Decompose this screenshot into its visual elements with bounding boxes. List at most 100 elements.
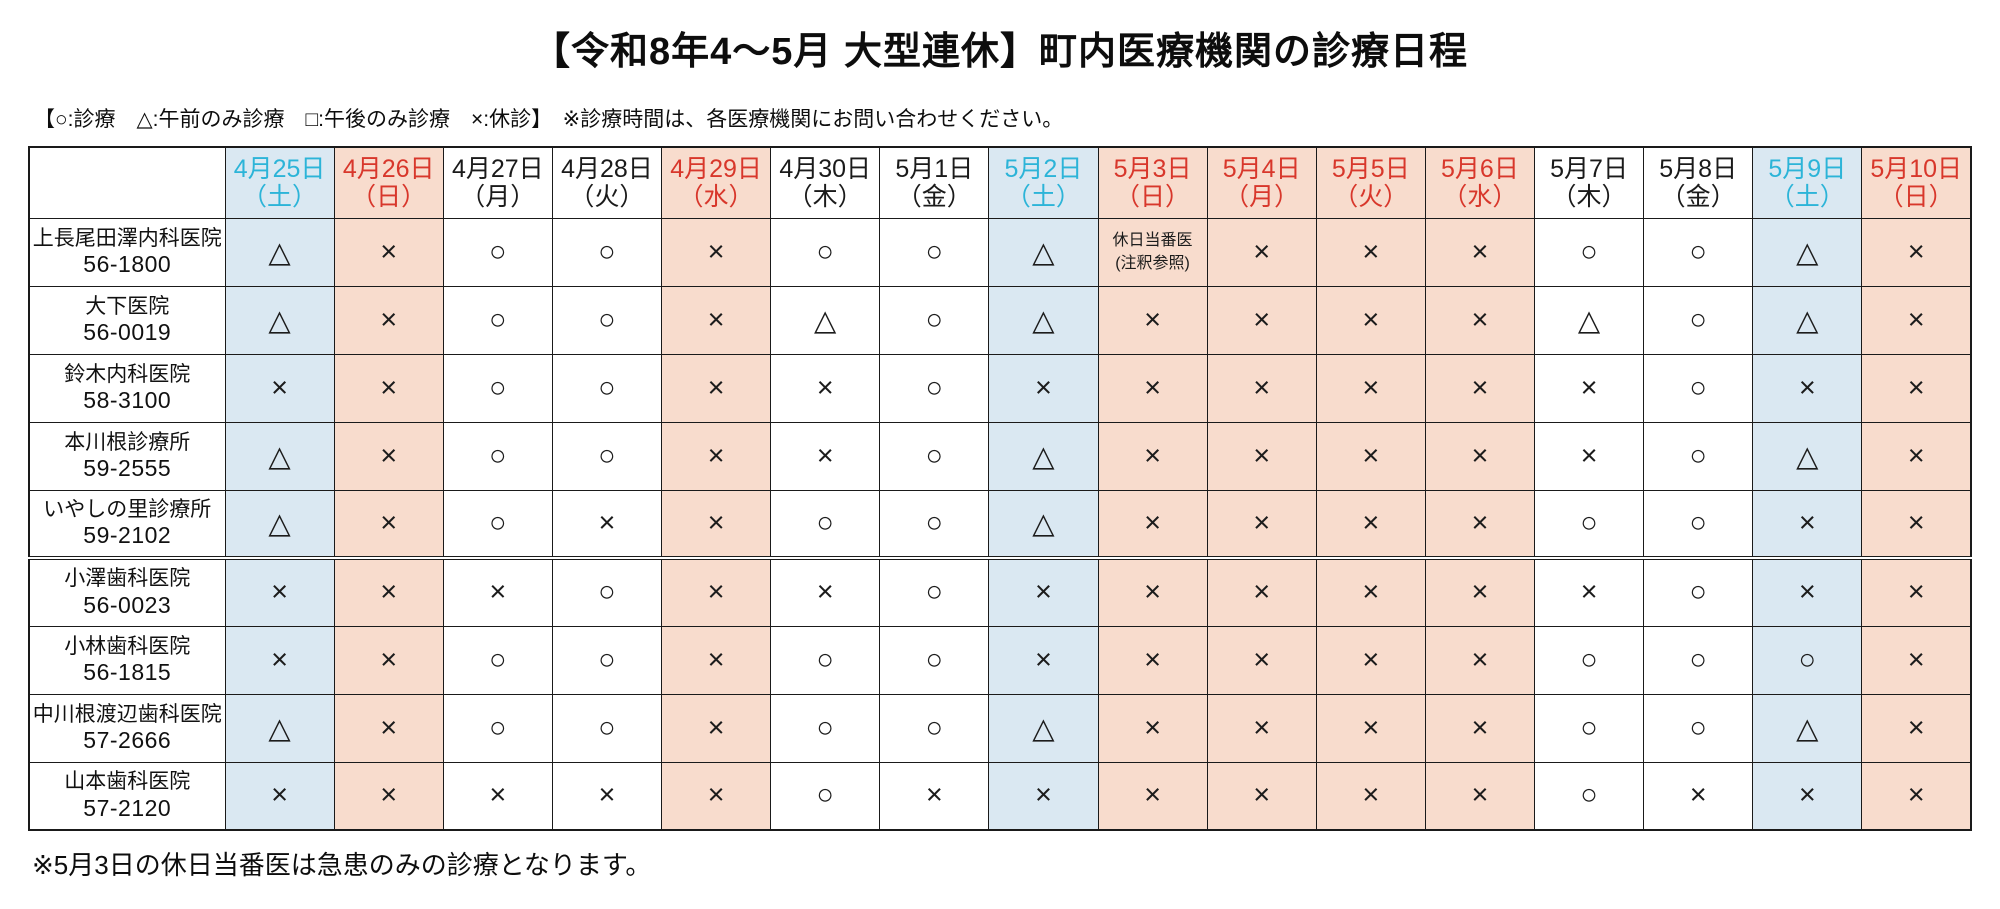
clinic-phone: 57-2120 bbox=[83, 794, 172, 821]
date-label: 5月6日 bbox=[1441, 154, 1519, 183]
schedule-cell: ○ bbox=[770, 625, 881, 695]
clinic-name-cell: いやしの里診療所 59-2102 bbox=[28, 489, 226, 559]
schedule-cell: × bbox=[1424, 217, 1536, 287]
schedule-cell: × bbox=[1206, 693, 1317, 763]
schedule-cell: × bbox=[1097, 285, 1208, 355]
schedule-cell: × bbox=[1861, 353, 1972, 423]
clinic-row: 小林歯科医院 56-1815 × × ○ ○ × ○ ○ × × × × × ○ ○ ○ × bbox=[28, 625, 1972, 695]
clinic-name: 上長尾田澤内科医院 bbox=[32, 226, 222, 250]
weekday-label: （火） bbox=[1333, 182, 1409, 211]
schedule-cell: × bbox=[1861, 421, 1972, 491]
schedule-cell: × bbox=[1424, 285, 1536, 355]
clinic-name-cell: 上長尾田澤内科医院 56-1800 bbox=[28, 217, 226, 287]
date-header-3: 4月27日 （月） bbox=[442, 146, 553, 219]
weekday-label: （木） bbox=[1551, 182, 1627, 211]
date-label: 4月26日 bbox=[342, 154, 435, 183]
schedule-cell: × bbox=[1861, 693, 1972, 763]
date-header-12: 5月6日 （水） bbox=[1424, 146, 1536, 219]
date-header-14: 5月8日 （金） bbox=[1643, 146, 1754, 219]
schedule-cell: × bbox=[1861, 217, 1972, 287]
schedule-cell: × bbox=[1097, 353, 1208, 423]
schedule-cell: × bbox=[1206, 489, 1317, 559]
corner-cell bbox=[28, 146, 226, 219]
schedule-cell: × bbox=[1424, 761, 1536, 831]
footnote: ※5月3日の休日当番医は急患のみの診療となります。 bbox=[32, 850, 652, 880]
date-header-5: 4月29日 （水） bbox=[660, 146, 772, 219]
schedule-cell: × bbox=[770, 421, 881, 491]
schedule-cell: ○ bbox=[442, 353, 553, 423]
schedule-cell: × bbox=[1752, 353, 1863, 423]
clinic-phone: 56-0019 bbox=[83, 318, 172, 345]
schedule-cell: × bbox=[1315, 285, 1426, 355]
schedule-cell: △ bbox=[224, 489, 335, 559]
schedule-cell: △ bbox=[988, 217, 1099, 287]
clinic-name-cell: 中川根渡辺歯科医院 57-2666 bbox=[28, 693, 226, 763]
schedule-cell: ○ bbox=[442, 217, 553, 287]
schedule-cell: × bbox=[333, 761, 444, 831]
schedule-cell: ○ bbox=[551, 353, 663, 423]
date-header-16: 5月10日 （日） bbox=[1861, 146, 1972, 219]
schedule-cell: ○ bbox=[879, 625, 990, 695]
date-label: 4月27日 bbox=[451, 154, 544, 183]
date-label: 4月30日 bbox=[779, 154, 872, 183]
schedule-cell: × bbox=[988, 353, 1099, 423]
date-label: 4月28日 bbox=[561, 154, 653, 183]
date-header-4: 4月28日 （火） bbox=[551, 146, 663, 219]
clinic-name: 小林歯科医院 bbox=[64, 634, 191, 658]
schedule-cell: × bbox=[1206, 353, 1317, 423]
date-label: 5月7日 bbox=[1550, 154, 1628, 183]
schedule-cell: × bbox=[1097, 761, 1208, 831]
schedule-cell: ○ bbox=[551, 285, 663, 355]
schedule-cell: × bbox=[1861, 761, 1972, 831]
date-header-9: 5月3日 （日） bbox=[1097, 146, 1208, 219]
schedule-cell: ○ bbox=[1533, 217, 1645, 287]
schedule-cell: × bbox=[1206, 285, 1317, 355]
schedule-cell: × bbox=[551, 489, 663, 559]
schedule-cell: × bbox=[1315, 761, 1426, 831]
clinic-row: 小澤歯科医院 56-0023 × × × ○ × × ○ × × × × × × ○ × × bbox=[28, 556, 1972, 627]
schedule-cell: × bbox=[1206, 217, 1317, 287]
schedule-cell: × bbox=[224, 625, 335, 695]
clinic-name-cell: 鈴木内科医院 58-3100 bbox=[28, 353, 226, 423]
schedule-cell: × bbox=[333, 556, 444, 627]
clinic-phone: 59-2102 bbox=[83, 522, 172, 549]
schedule-cell: △ bbox=[988, 421, 1099, 491]
symbol-legend: 【○:診療 △:午前のみ診療 □:午後のみ診療 ×:休診】 ※診療時間は、各医療… bbox=[34, 108, 1064, 131]
schedule-cell: × bbox=[333, 217, 444, 287]
schedule-cell: × bbox=[333, 421, 444, 491]
schedule-cell: × bbox=[988, 761, 1099, 831]
schedule-cell: ○ bbox=[879, 556, 990, 627]
date-header-7: 5月1日 （金） bbox=[879, 146, 990, 219]
schedule-cell: × bbox=[1097, 489, 1208, 559]
weekday-label: （月） bbox=[460, 182, 536, 211]
schedule-cell: × bbox=[660, 217, 772, 287]
schedule-cell: × bbox=[988, 625, 1099, 695]
schedule-cell: ○ bbox=[1533, 761, 1645, 831]
schedule-cell: × bbox=[1424, 693, 1536, 763]
schedule-cell: × bbox=[1097, 693, 1208, 763]
schedule-cell: × bbox=[1861, 285, 1972, 355]
clinic-phone: 56-1815 bbox=[83, 658, 172, 685]
schedule-cell: × bbox=[1206, 625, 1317, 695]
weekday-label: （水） bbox=[1442, 182, 1518, 211]
schedule-cell: ○ bbox=[1533, 489, 1645, 559]
schedule-cell: ○ bbox=[442, 285, 553, 355]
date-header-1: 4月25日 （土） bbox=[224, 146, 335, 219]
date-header-15: 5月9日 （土） bbox=[1752, 146, 1863, 219]
schedule-cell: ○ bbox=[770, 489, 881, 559]
schedule-cell: × bbox=[1315, 489, 1426, 559]
schedule-cell: ○ bbox=[1643, 285, 1754, 355]
date-header-10: 5月4日 （月） bbox=[1206, 146, 1317, 219]
schedule-cell: × bbox=[1752, 489, 1863, 559]
schedule-cell: ○ bbox=[770, 217, 881, 287]
schedule-cell: ○ bbox=[770, 693, 881, 763]
clinic-name-cell: 大下医院 56-0019 bbox=[28, 285, 226, 355]
weekday-label: （土） bbox=[242, 182, 318, 211]
date-label: 5月10日 bbox=[1870, 154, 1963, 183]
schedule-cell: × bbox=[1097, 556, 1208, 627]
clinic-row: 本川根診療所 59-2555 △ × ○ ○ × × ○ △ × × × × × ○ △ × bbox=[28, 421, 1972, 491]
schedule-cell: ○ bbox=[551, 625, 663, 695]
date-label: 5月5日 bbox=[1331, 154, 1410, 183]
clinic-phone: 59-2555 bbox=[83, 454, 172, 481]
clinic-row: 中川根渡辺歯科医院 57-2666 △ × ○ ○ × ○ ○ △ × × × × ○ ○ △ × bbox=[28, 693, 1972, 763]
